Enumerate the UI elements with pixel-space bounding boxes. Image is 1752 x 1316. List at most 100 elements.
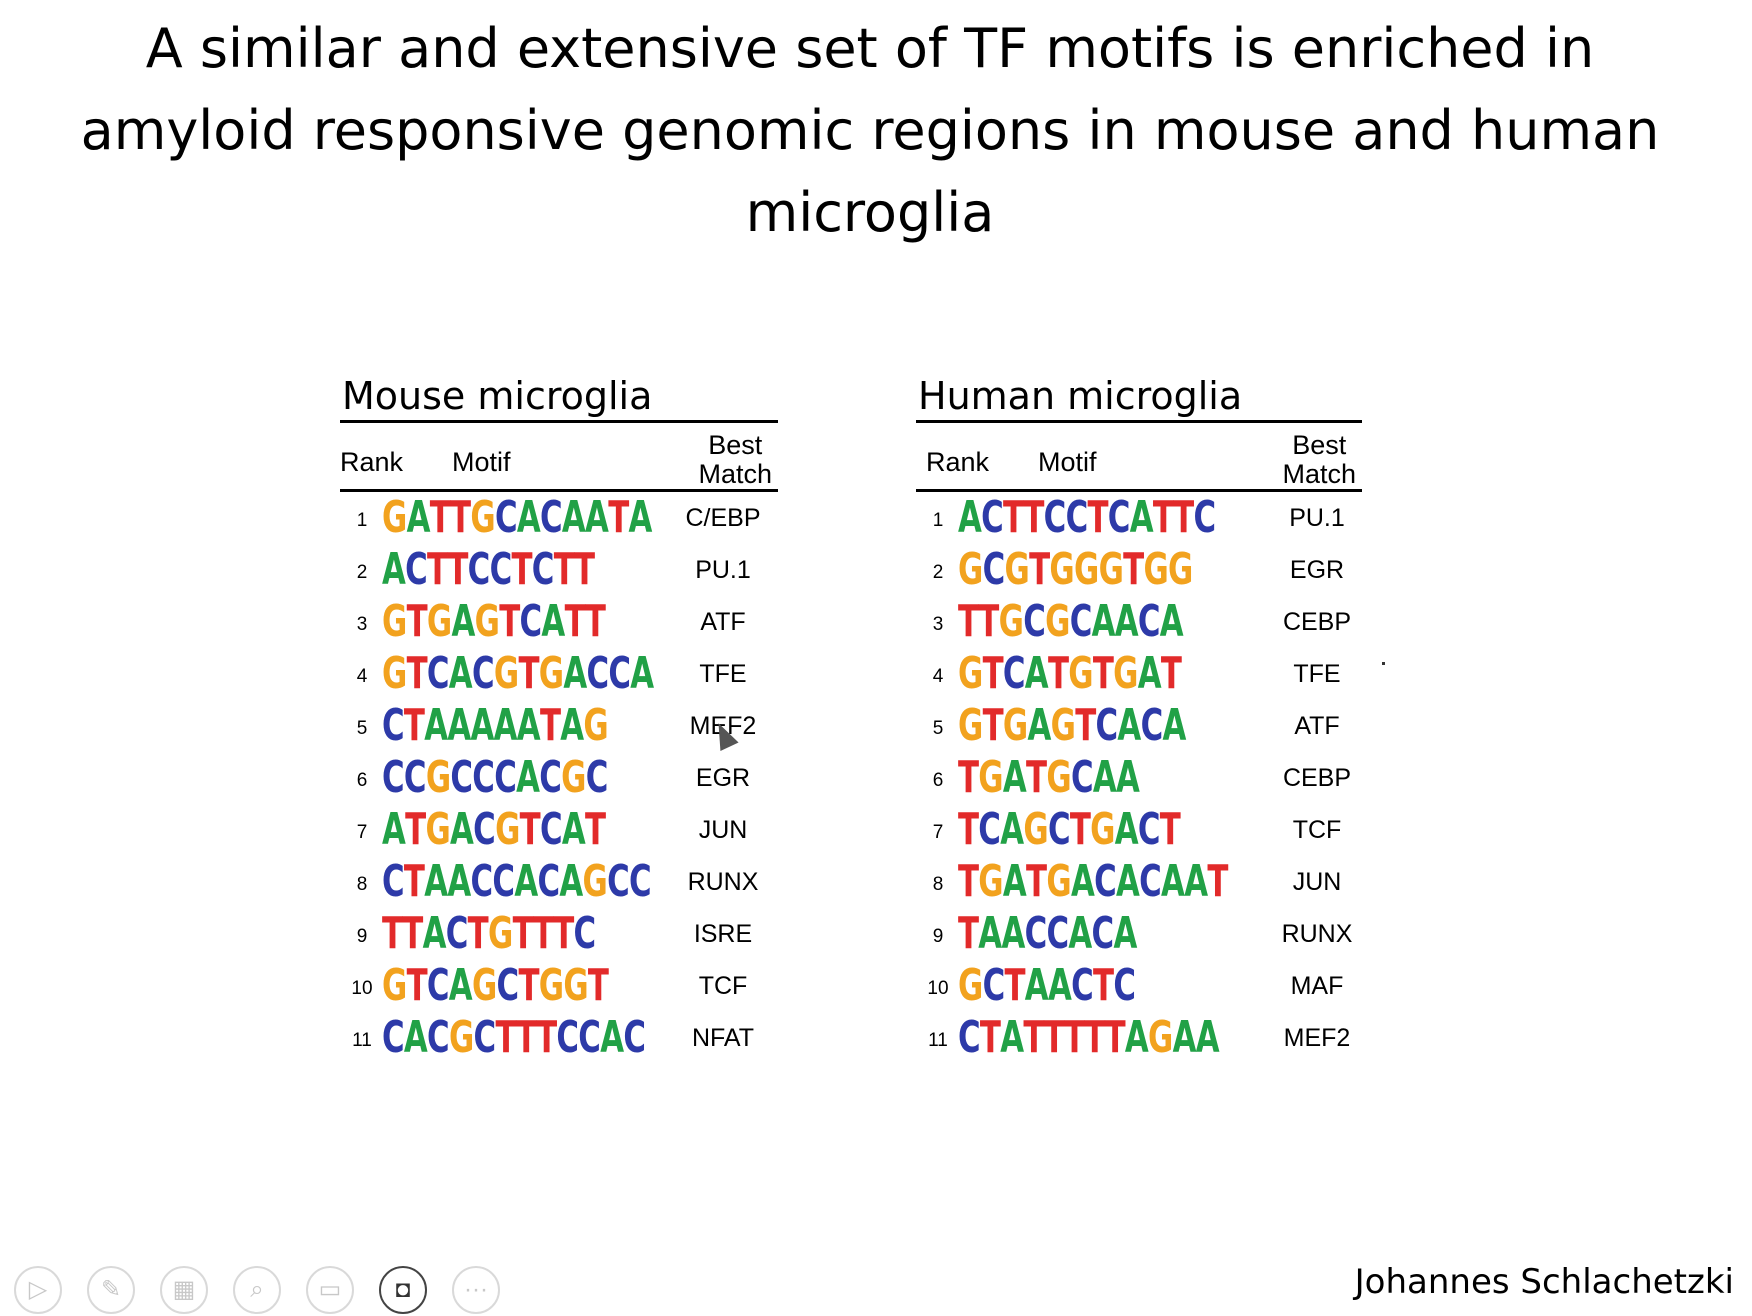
table-row: 10 GCTAACTC MAF — [916, 960, 1362, 1012]
stray-dot — [1382, 662, 1385, 665]
table-row: 10 GTCAGCTGGT TCF — [340, 960, 778, 1012]
rank-number: 4 — [356, 666, 368, 687]
rank-number: 2 — [356, 562, 368, 583]
best-match-line-2: Match — [1282, 459, 1356, 489]
motif-logo: GATTGCACAATA — [382, 492, 652, 543]
best-match-line-2: Match — [698, 459, 772, 489]
rank-number: 5 — [356, 718, 368, 739]
best-match-header: Best Match — [698, 431, 772, 489]
human-panel: Human microglia Rank Motif Best Match 1 A… — [916, 372, 1362, 1064]
panel-title-human: Human microglia — [916, 372, 1362, 423]
play-icon[interactable]: ▷ — [14, 1266, 62, 1314]
table-row: 11 CACGCTTTCCAC NFAT — [340, 1012, 778, 1064]
rank-number: 9 — [356, 926, 368, 947]
rank-number: 9 — [932, 926, 944, 947]
best-match: MEF2 — [1283, 1024, 1351, 1052]
motif-logo: GTCATGTGAT — [958, 648, 1182, 699]
camera-icon[interactable]: ◘ — [379, 1266, 427, 1314]
table-row: 7 ATGACGTCAT JUN — [340, 804, 778, 856]
rank-number: 11 — [352, 1030, 372, 1051]
rank-number: 11 — [928, 1030, 948, 1051]
best-match: ATF — [1294, 712, 1340, 740]
best-match: PU.1 — [1289, 504, 1345, 532]
rank-number: 10 — [351, 978, 373, 999]
motif-logo: TTGCGCAACA — [958, 596, 1184, 647]
title-line-1: A similar and extensive set of TF motifs… — [145, 17, 1595, 80]
rank-number: 7 — [932, 822, 944, 843]
table-row: 4 GTCATGTGAT TFE — [916, 648, 1362, 700]
motif-logo: TGATGCAA — [958, 752, 1140, 803]
motif-logo: CTAAAAATAG — [382, 700, 609, 751]
motif-logo: GTGAGTCACA — [958, 700, 1186, 751]
best-match: JUN — [1292, 868, 1342, 896]
rank-number: 4 — [932, 666, 944, 687]
motif-logo: GCGTGGGTGG — [958, 544, 1193, 595]
best-match-line-1: Best — [1292, 430, 1347, 460]
table-row: 11 CTATTTTTAGAA MEF2 — [916, 1012, 1362, 1064]
author-name: Johannes Schlachetzki — [1354, 1262, 1734, 1302]
table-row: 8 TGATGACACAAT JUN — [916, 856, 1362, 908]
rank-number: 10 — [927, 978, 949, 999]
motif-logo: CTAACCACAGCC — [382, 856, 652, 907]
best-match: CEBP — [1282, 764, 1352, 792]
table-row: 5 GTGAGTCACA ATF — [916, 700, 1362, 752]
rank-number: 8 — [932, 874, 944, 895]
motif-logo: GTGAGTCATT — [382, 596, 606, 647]
rank-number: 1 — [932, 510, 944, 531]
motif-logo: CTATTTTTAGAA — [958, 1012, 1220, 1063]
table-row: 7 TCAGCTGACT TCF — [916, 804, 1362, 856]
rank-number: 5 — [932, 718, 944, 739]
table-row: 1 GATTGCACAATA C/EBP — [340, 492, 778, 544]
motif-header: Motif — [1038, 447, 1097, 477]
motif-logo: GTCACGTGACCA — [382, 648, 654, 699]
human-rows: 1 ACTTCCTCATTC PU.1 2 GCGTGGGTGG EGR 3 TTGCGCAA… — [916, 492, 1362, 1064]
rank-number: 8 — [356, 874, 368, 895]
title-line-2: amyloid responsive genomic regions in mo… — [80, 99, 1660, 162]
best-match: TCF — [698, 972, 748, 1000]
rank-number: 6 — [356, 770, 368, 791]
motif-logo: CACGCTTTCCAC — [382, 1012, 646, 1063]
best-match: TCF — [1292, 816, 1342, 844]
table-row: 9 TAACCACA RUNX — [916, 908, 1362, 960]
motif-logo: CCGCCCACGC — [382, 752, 608, 803]
best-match: TFE — [1293, 660, 1341, 688]
motif-logo: TTACTGTTTC — [382, 908, 596, 959]
best-match: CEBP — [1282, 608, 1352, 636]
panel-title-mouse: Mouse microglia — [340, 372, 778, 423]
rank-number: 1 — [356, 510, 368, 531]
rank-number: 7 — [356, 822, 368, 843]
motif-logo: ATGACGTCAT — [382, 804, 606, 855]
more-icon[interactable]: ··· — [452, 1266, 500, 1314]
pen-icon[interactable]: ✎ — [87, 1266, 135, 1314]
best-match: MEF2 — [689, 712, 757, 740]
best-match: ATF — [700, 608, 746, 636]
best-match: NFAT — [691, 1024, 755, 1052]
motif-logo: GCTAACTC — [958, 960, 1136, 1011]
mouse-rows: 1 GATTGCACAATA C/EBP 2 ACTTCCTCTT PU.1 3 GTGAGT… — [340, 492, 778, 1064]
best-match: MAF — [1290, 972, 1344, 1000]
table-row: 3 GTGAGTCATT ATF — [340, 596, 778, 648]
table-row: 2 GCGTGGGTGG EGR — [916, 544, 1362, 596]
table-row: 4 GTCACGTGACCA TFE — [340, 648, 778, 700]
motif-logo: GTCAGCTGGT — [382, 960, 609, 1011]
best-match: TFE — [699, 660, 747, 688]
rank-number: 6 — [932, 770, 944, 791]
best-match-line-1: Best — [708, 430, 763, 460]
slides-grid-icon[interactable]: ▦ — [160, 1266, 208, 1314]
rank-number: 3 — [356, 614, 368, 635]
table-row: 6 TGATGCAA CEBP — [916, 752, 1362, 804]
table-row: 3 TTGCGCAACA CEBP — [916, 596, 1362, 648]
table-row: 9 TTACTGTTTC ISRE — [340, 908, 778, 960]
best-match: RUNX — [1281, 920, 1353, 948]
table-row: 6 CCGCCCACGC EGR — [340, 752, 778, 804]
slide-title: A similar and extensive set of TF motifs… — [20, 8, 1720, 254]
best-match: ISRE — [693, 920, 753, 948]
motif-header: Motif — [452, 447, 511, 477]
subtitles-icon[interactable]: ▭ — [306, 1266, 354, 1314]
best-match: PU.1 — [695, 556, 751, 584]
column-headers: Rank Motif Best Match — [916, 429, 1362, 492]
motif-logo: TAACCACA — [958, 908, 1137, 959]
rank-header: Rank — [340, 447, 404, 477]
zoom-icon[interactable]: ⌕ — [233, 1266, 281, 1314]
